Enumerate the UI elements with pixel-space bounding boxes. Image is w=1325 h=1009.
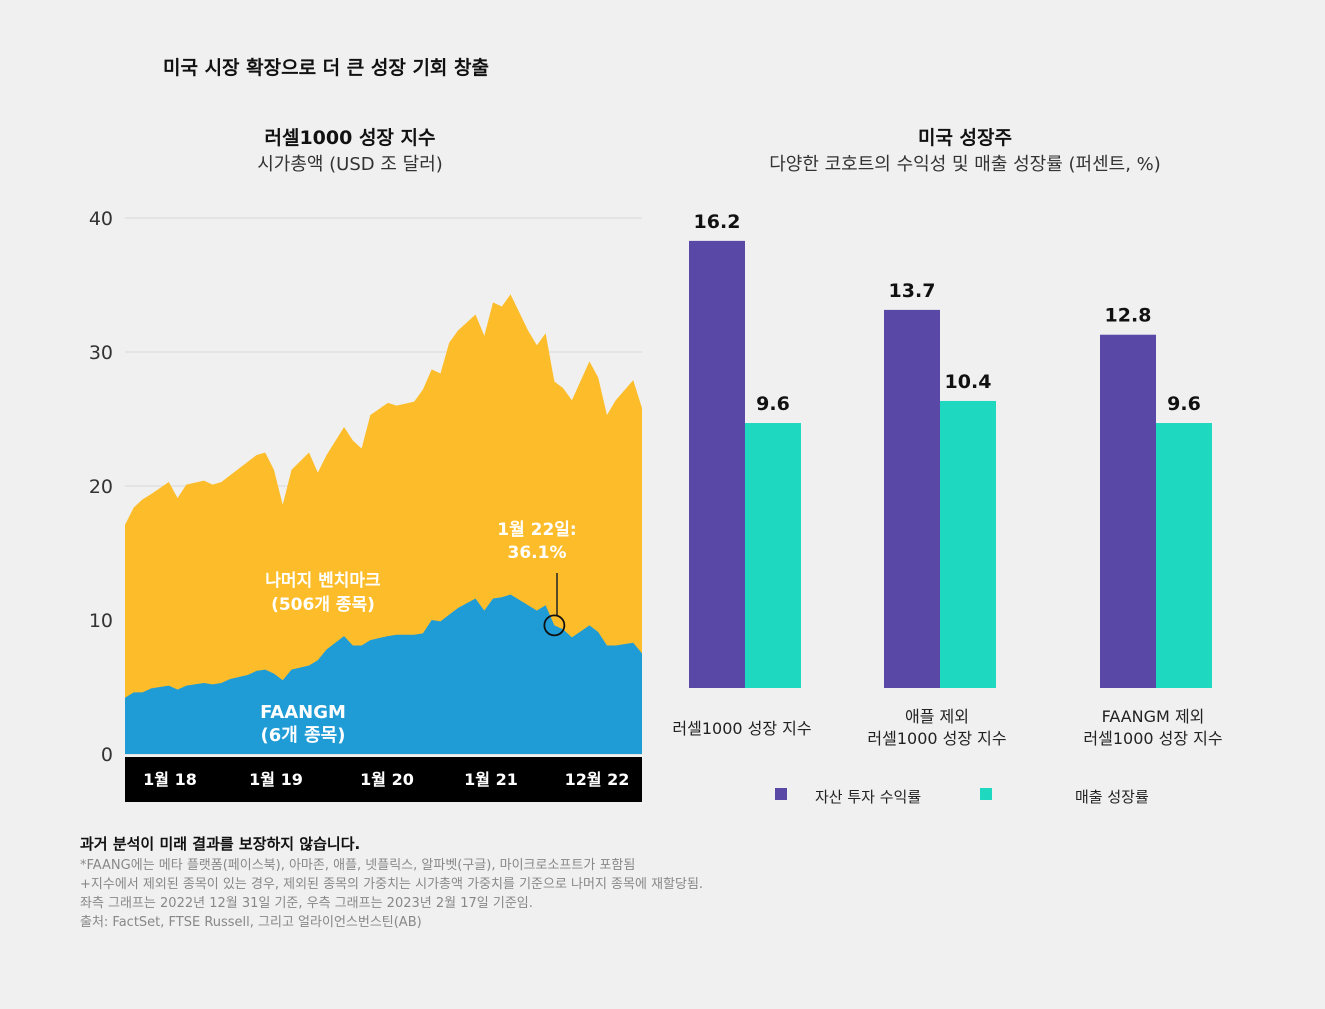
category-label: 애플 제외: [905, 707, 969, 726]
rest-sublabel: (506개 종목): [271, 595, 375, 615]
bar-value-label: 10.4: [945, 371, 992, 393]
charts-svg: 0 10 20 30 40 1월 18 1월 19 1월 20 1월 21 12월 22 FAA…: [89, 208, 1223, 806]
x-tick-label: 1월 18: [143, 770, 197, 789]
left-x-ticks: 1월 18 1월 19 1월 20 1월 21 12월 22: [143, 770, 629, 789]
x-axis-band: [125, 757, 642, 802]
footnote: 출처: FactSet, FTSE Russell, 그리고 얼라이언스번스틴(…: [80, 915, 422, 930]
x-tick-label: 12월 22: [565, 770, 630, 789]
left-chart-subtitle: 시가총액 (USD 조 달러): [257, 154, 443, 175]
bar: [884, 309, 940, 688]
legend-label-roic: 자산 투자 수익률: [815, 788, 921, 806]
x-tick-label: 1월 19: [249, 770, 303, 789]
bar-value-label: 12.8: [1105, 305, 1152, 327]
left-areas: [125, 294, 642, 754]
right-chart-title: 미국 성장주 다양한 코호트의 수익성 및 매출 성장률 (퍼센트, %): [700, 123, 1230, 176]
bar: [745, 423, 801, 688]
bar-value-label: 9.6: [756, 393, 790, 415]
right-chart-title-text: 미국 성장주: [917, 127, 1012, 149]
rest-label: 나머지 벤치마크: [265, 571, 381, 591]
footer: 과거 분석이 미래 결과를 보장하지 않습니다. *FAANG에는 메타 플랫폼…: [80, 835, 703, 932]
annotation-line2: 36.1%: [508, 543, 567, 563]
legend-label-revenue: 매출 성장률: [1075, 788, 1149, 806]
left-chart-title: 러셀1000 성장 지수 시가총액 (USD 조 달러): [200, 123, 500, 176]
x-tick-label: 1월 21: [464, 770, 518, 789]
category-label: 러셀1000 성장 지수: [867, 729, 1006, 748]
faangm-label: FAANGM: [260, 702, 346, 723]
left-chart-title-text: 러셀1000 성장 지수: [264, 127, 436, 149]
footnote: +지수에서 제외된 종목이 있는 경우, 제외된 종목의 가중치는 시가총액 가…: [80, 877, 704, 892]
y-tick-label: 20: [89, 476, 113, 498]
right-chart-subtitle: 다양한 코호트의 수익성 및 매출 성장률 (퍼센트, %): [769, 154, 1161, 175]
legend-swatch-roic: [775, 788, 787, 800]
category-label: FAANGM 제외: [1102, 707, 1205, 726]
bar-value-label: 16.2: [694, 211, 741, 233]
category-label: 러셀1000 성장 지수: [1083, 729, 1222, 748]
x-tick-label: 1월 20: [360, 770, 414, 789]
bar-value-label: 9.6: [1167, 393, 1201, 415]
bar: [1100, 334, 1156, 688]
y-tick-label: 30: [89, 342, 113, 364]
main-title: 미국 시장 확장으로 더 큰 성장 기회 창출: [163, 57, 489, 79]
footnote: 좌측 그래프는 2022년 12월 31일 기준, 우측 그래프는 2023년 …: [80, 896, 533, 911]
area-faangm: [125, 594, 642, 754]
faangm-sublabel: (6개 종목): [261, 725, 346, 746]
disclaimer: 과거 분석이 미래 결과를 보장하지 않습니다.: [80, 835, 361, 853]
bar: [689, 240, 745, 688]
legend-swatch-revenue: [980, 788, 992, 800]
y-tick-label: 10: [89, 610, 113, 632]
footnote: *FAANG에는 메타 플랫폼(페이스북), 아마존, 애플, 넷플릭스, 알파…: [80, 858, 636, 873]
category-label: 러셀1000 성장 지수: [672, 719, 811, 738]
annotation-line1: 1월 22일:: [497, 520, 576, 540]
y-tick-label: 40: [89, 208, 113, 230]
bar: [1156, 423, 1212, 688]
annotation-circle: [543, 614, 566, 637]
bar-value-label: 13.7: [889, 280, 936, 302]
y-tick-label: 0: [101, 744, 113, 766]
bar: [940, 400, 996, 688]
